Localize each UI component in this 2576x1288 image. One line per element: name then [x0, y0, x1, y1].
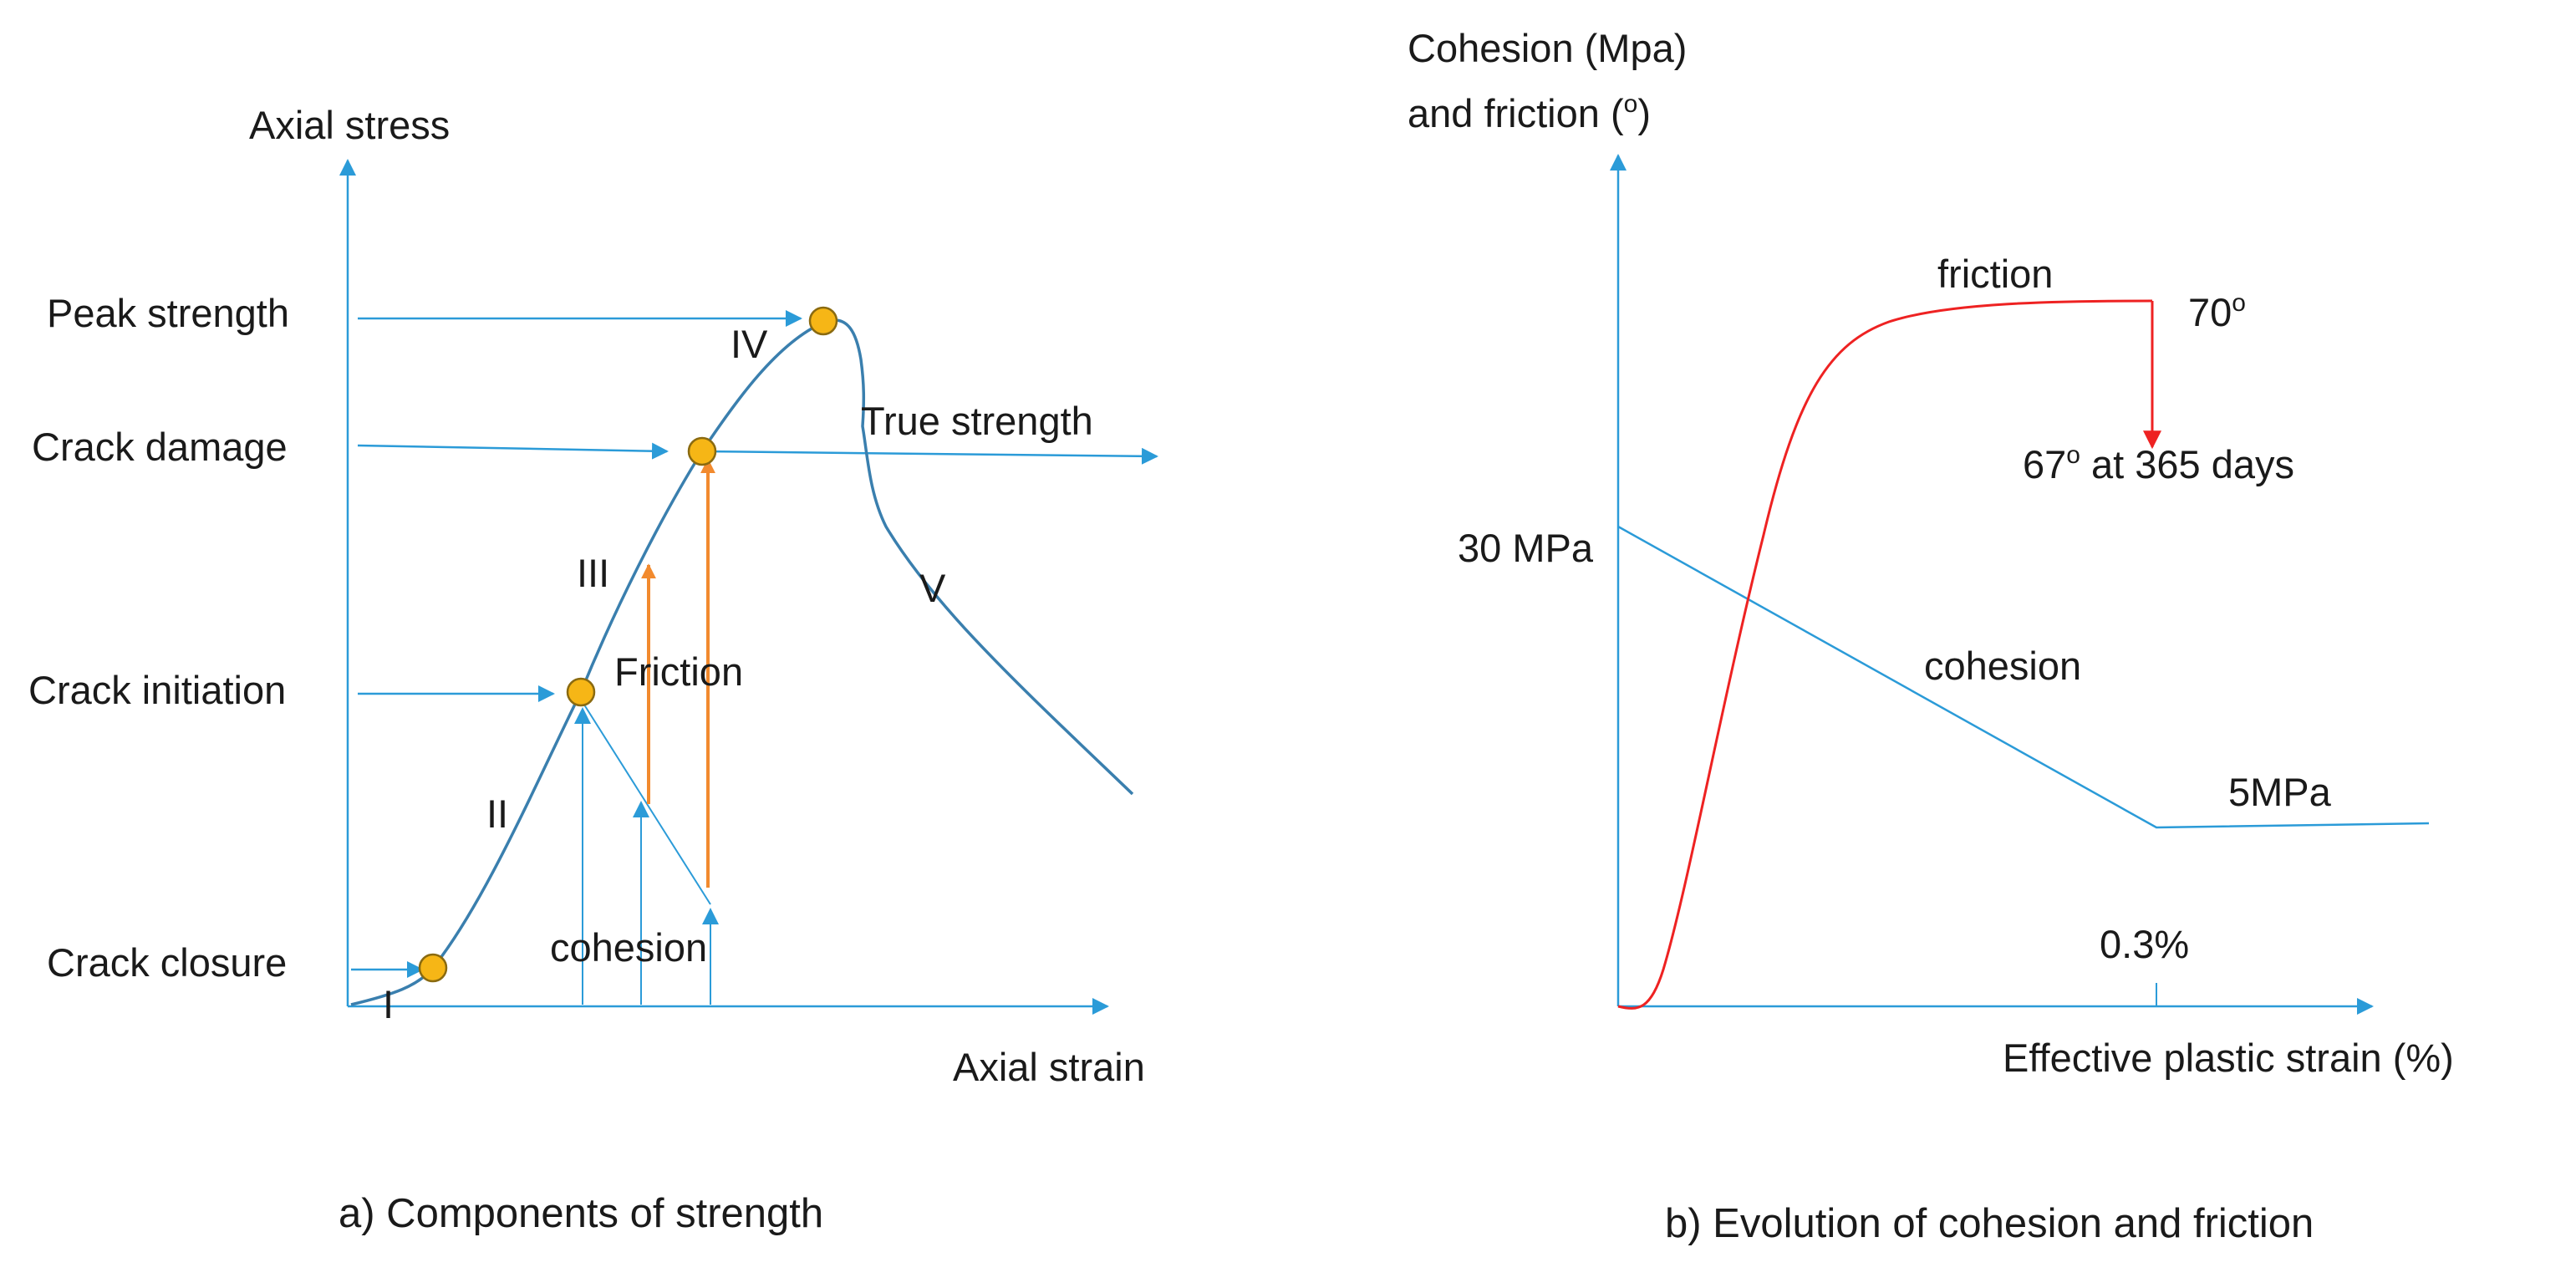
- friction-aged-value: 67: [2023, 442, 2066, 486]
- friction-peak-value: 70: [2188, 290, 2232, 334]
- cohesion-decay-line: [582, 701, 711, 905]
- crack-damage-marker: [687, 436, 717, 466]
- crack-damage-label: Crack damage: [32, 425, 288, 469]
- true-strength-label: True strength: [861, 399, 1093, 443]
- panel-b: Cohesion (Mpa) and friction (o) Effectiv…: [1408, 26, 2454, 1246]
- cohesion-initial-label: 30 MPa: [1458, 526, 1594, 570]
- crack-initiation-marker: [566, 677, 596, 707]
- cohesion-curve-label: cohesion: [1924, 644, 2081, 688]
- crack-closure-label: Crack closure: [47, 940, 287, 985]
- stress-strain-curve: [350, 318, 1134, 1006]
- y-axis-label-text: and friction (: [1408, 91, 1624, 135]
- crack-initiation-label: Crack initiation: [28, 668, 286, 712]
- crack-closure-marker: [418, 953, 448, 983]
- friction-aged-suffix: at 365 days: [2080, 442, 2294, 486]
- cohesion-residual-label: 5MPa: [2228, 770, 2332, 814]
- friction-peak-degree: o: [2232, 289, 2246, 317]
- y-axis-label-close: ): [1637, 91, 1651, 135]
- friction-peak-label: 70o: [2188, 289, 2246, 334]
- friction-curve-label: friction: [1937, 252, 2053, 296]
- stage-label-iii: III: [577, 551, 609, 595]
- panel-a-y-axis-label: Axial stress: [249, 103, 450, 147]
- panel-b-caption: b) Evolution of cohesion and friction: [1665, 1201, 2314, 1246]
- panel-b-x-axis-label: Effective plastic strain (%): [2003, 1036, 2454, 1080]
- friction-aged-degree: o: [2066, 441, 2080, 469]
- panel-b-y-axis-label-line1: Cohesion (Mpa): [1408, 26, 1687, 70]
- stage-label-i: I: [383, 982, 394, 1026]
- peak-strength-label: Peak strength: [47, 291, 289, 335]
- friction-aged-label: 67o at 365 days: [2023, 441, 2294, 486]
- panel-a-x-axis-label: Axial strain: [953, 1045, 1145, 1089]
- peak-strength-marker: [808, 306, 838, 336]
- panel-a: Axial stress Axial strain Peak strength …: [28, 103, 1158, 1236]
- stage-label-iv: IV: [731, 322, 768, 366]
- panel-a-caption: a) Components of strength: [339, 1191, 823, 1236]
- stage-label-v: V: [919, 566, 946, 610]
- y-axis-degree-sup: o: [1624, 90, 1638, 118]
- cohesion-label: cohesion: [550, 925, 707, 970]
- cohesion-line: [1617, 525, 2430, 829]
- true-strength-arrow: [701, 447, 1158, 465]
- friction-label: Friction: [614, 649, 743, 694]
- strain-tick-label: 0.3%: [2100, 922, 2189, 966]
- friction-curve: [1617, 299, 2153, 1010]
- panel-b-y-axis-label-line2: and friction (o): [1408, 90, 1651, 135]
- stage-label-ii: II: [486, 792, 508, 836]
- crack-damage-arrow: [357, 442, 669, 460]
